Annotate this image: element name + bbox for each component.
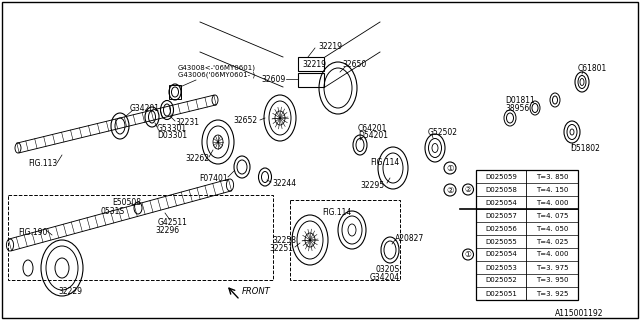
Text: 32609: 32609 (262, 75, 286, 84)
Text: 32219: 32219 (318, 42, 342, 51)
Text: FRONT: FRONT (242, 287, 271, 297)
Bar (8, 195, 273, 280)
Text: FIG.113: FIG.113 (28, 158, 57, 167)
Text: 32650: 32650 (342, 60, 366, 68)
Bar (298, 57, 324, 71)
Text: 32262: 32262 (185, 154, 209, 163)
Text: D025055: D025055 (485, 238, 517, 244)
Text: T=3. 975: T=3. 975 (536, 265, 568, 270)
Text: ①: ① (465, 250, 472, 259)
Text: T=4. 000: T=4. 000 (536, 252, 568, 258)
Text: A115001192: A115001192 (555, 308, 604, 317)
Text: 32251: 32251 (269, 244, 293, 252)
Text: E50508: E50508 (112, 197, 141, 206)
Text: 0531S: 0531S (100, 206, 124, 215)
Ellipse shape (234, 156, 250, 178)
Text: FIG.114: FIG.114 (322, 207, 351, 217)
Text: 32296: 32296 (155, 226, 179, 235)
Text: D01811: D01811 (505, 95, 535, 105)
Text: D025054: D025054 (485, 252, 517, 258)
Text: G34204: G34204 (370, 274, 400, 283)
Text: D51802: D51802 (570, 143, 600, 153)
Text: A20827: A20827 (395, 234, 424, 243)
Text: D025058: D025058 (485, 187, 517, 193)
Text: G42511: G42511 (158, 218, 188, 227)
Text: 32258: 32258 (272, 236, 296, 244)
Text: T=4. 150: T=4. 150 (536, 187, 568, 193)
Bar (298, 73, 324, 87)
Text: D025052: D025052 (485, 277, 517, 284)
Text: T=3. 925: T=3. 925 (536, 291, 568, 297)
Text: D025056: D025056 (485, 226, 517, 231)
Text: D025059: D025059 (485, 173, 517, 180)
Text: 32229: 32229 (58, 287, 82, 297)
Text: C64201: C64201 (358, 124, 387, 132)
Text: ②: ② (465, 185, 472, 194)
Bar (290, 200, 400, 280)
Bar (169, 85, 181, 99)
Text: ①: ① (446, 164, 454, 172)
Bar (476, 170, 578, 300)
Text: D025057: D025057 (485, 212, 517, 219)
Text: G43008<-'06MY0601): G43008<-'06MY0601) (178, 65, 256, 71)
Text: T=4. 050: T=4. 050 (536, 226, 568, 231)
Text: 32244: 32244 (272, 179, 296, 188)
Text: T=4. 075: T=4. 075 (536, 212, 568, 219)
Text: FIG.114: FIG.114 (370, 157, 399, 166)
Text: T=3. 950: T=3. 950 (536, 277, 568, 284)
Text: D025053: D025053 (485, 265, 517, 270)
Text: ②: ② (446, 186, 454, 195)
Text: G43006('06MY0601- ): G43006('06MY0601- ) (178, 72, 255, 78)
Text: G53301: G53301 (157, 124, 187, 132)
Text: T=3. 850: T=3. 850 (536, 173, 568, 180)
Text: 38956: 38956 (505, 103, 529, 113)
Text: 32295: 32295 (361, 180, 385, 189)
Text: D03301: D03301 (157, 131, 187, 140)
Text: 0320S: 0320S (375, 266, 399, 275)
Text: F07401: F07401 (200, 173, 228, 182)
Text: 32219: 32219 (302, 60, 326, 68)
Text: T=4. 000: T=4. 000 (536, 199, 568, 205)
Text: G52502: G52502 (428, 127, 458, 137)
Text: C61801: C61801 (578, 63, 607, 73)
Text: T=4. 025: T=4. 025 (536, 238, 568, 244)
Text: D025051: D025051 (485, 291, 517, 297)
Text: D54201: D54201 (358, 131, 388, 140)
Text: FIG.190: FIG.190 (18, 228, 47, 236)
Text: 32652: 32652 (234, 116, 258, 124)
Text: D025054: D025054 (485, 199, 517, 205)
Text: 32231: 32231 (175, 117, 199, 126)
Text: G34201: G34201 (130, 103, 160, 113)
